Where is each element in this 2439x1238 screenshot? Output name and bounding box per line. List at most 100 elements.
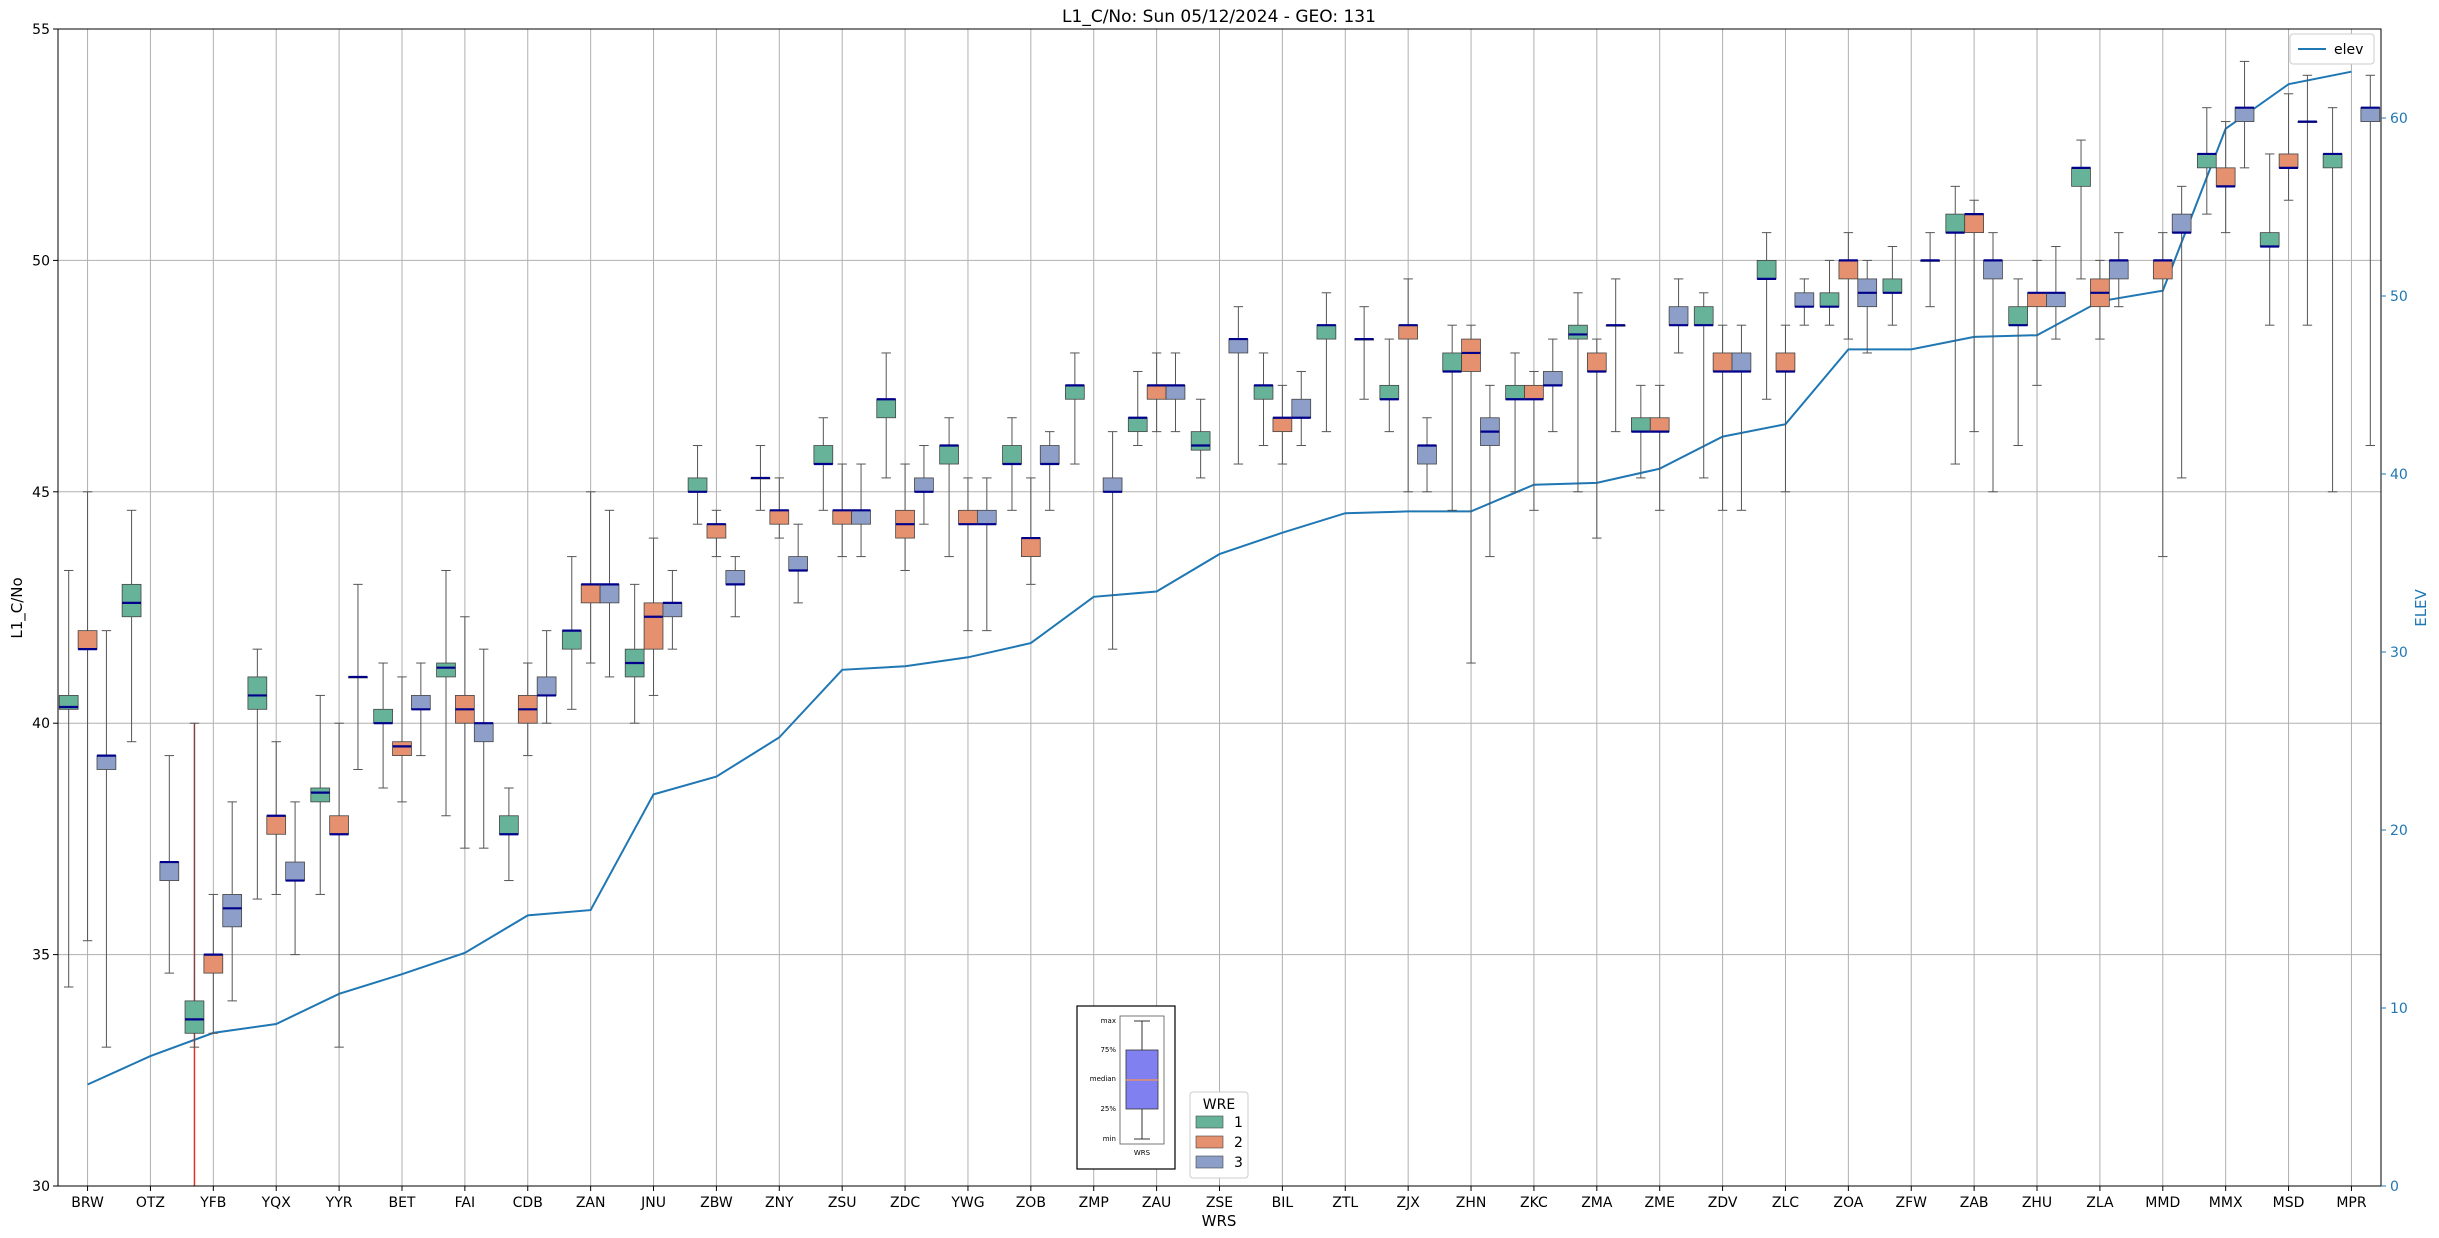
box-wre3 [2360, 74, 2381, 447]
box-wre3 [662, 569, 683, 650]
iqr-box [203, 954, 224, 974]
iqr-box [2046, 292, 2066, 308]
x-tick-label: CDB [513, 1195, 543, 1211]
x-tick-label: ZMA [1581, 1195, 1613, 1211]
elevation-legend-frame [2289, 33, 2375, 65]
box-wre3 [1794, 278, 1815, 326]
box-wre3 [159, 755, 180, 974]
iqr-box [1021, 537, 1041, 557]
iqr-box [832, 509, 853, 525]
box-wre1 [1127, 370, 1148, 447]
iqr-box [1102, 477, 1123, 493]
box-wre1 [1693, 292, 1714, 479]
x-tick-label: ZDV [1708, 1195, 1738, 1211]
x-tick-label: ZHN [1456, 1195, 1487, 1211]
iqr-box [725, 570, 746, 585]
box-wre1 [750, 445, 771, 511]
iqr-box [436, 662, 456, 678]
wre-legend-label: 1 [1234, 1115, 1243, 1131]
box-wre2 [832, 463, 853, 558]
iqr-box [1568, 324, 1588, 340]
box-wre3 [1857, 259, 1878, 354]
wre-legend-swatch [1195, 1155, 1224, 1169]
box-wre2 [1398, 278, 1418, 493]
box-wre3 [1480, 384, 1500, 558]
box-wre2 [1775, 324, 1796, 493]
box-wre1 [2008, 278, 2028, 447]
iqr-box [1461, 338, 1481, 372]
x-tick-label: MSD [2273, 1195, 2305, 1211]
iqr-box [329, 815, 349, 835]
iqr-box [1316, 324, 1337, 340]
x-tick-label: BRW [71, 1195, 104, 1211]
iqr-box [662, 602, 683, 618]
inset-xlabel: WRS [1134, 1149, 1151, 1157]
iqr-box [1945, 213, 1966, 234]
x-tick-label: ZHU [2022, 1195, 2052, 1211]
box-wre1 [1253, 352, 1274, 447]
box-wre1 [499, 787, 519, 882]
box-wre1 [1945, 185, 1966, 465]
iqr-box [1731, 352, 1752, 372]
x-tick-label: YYR [325, 1195, 353, 1211]
box-wre1 [1442, 324, 1463, 511]
box-wre1 [876, 352, 897, 479]
box-wre3 [851, 463, 871, 558]
box-wre3 [1228, 306, 1249, 465]
x-tick-label: ZTL [1332, 1195, 1358, 1211]
x-tick-label: ZAB [1960, 1195, 1989, 1211]
iqr-box [159, 861, 180, 881]
iqr-box [643, 602, 664, 650]
iqr-box [1065, 384, 1085, 400]
x-tick-label: ZDC [890, 1195, 920, 1211]
iqr-box [813, 445, 834, 465]
iqr-box [1838, 259, 1859, 280]
x-tick-label: ZKC [1520, 1195, 1548, 1211]
box-wre3 [1983, 232, 2003, 493]
iqr-box [599, 583, 620, 604]
box-wre1 [436, 569, 456, 817]
legends: elev max 75% median 25% min WRS WRE 1 2 3 [1076, 33, 2375, 1179]
box-wre3 [1731, 324, 1752, 511]
box-wre1 [1631, 384, 1651, 479]
elevation-legend: elev [2289, 33, 2375, 65]
iqr-box [1146, 384, 1167, 400]
iqr-box [2278, 153, 2299, 169]
x-tick-label: BIL [1272, 1195, 1294, 1211]
x-tick-label: ZFW [1895, 1195, 1927, 1211]
box-wre3 [1039, 431, 1060, 511]
box-wre3 [788, 523, 808, 604]
iqr-box [1442, 352, 1463, 372]
box-wre1 [1316, 292, 1337, 433]
wre-legend-swatch [1195, 1115, 1224, 1129]
iqr-box [310, 787, 331, 803]
y-tick-label: 40 [32, 716, 50, 732]
box-wre3 [536, 630, 557, 724]
box-wre2 [1461, 324, 1481, 664]
box-wre1 [373, 662, 393, 789]
iqr-box [1127, 417, 1148, 433]
y2-tick-label: 60 [2390, 111, 2408, 127]
iqr-box [266, 815, 287, 835]
iqr-box [788, 556, 808, 571]
elevation-legend-label: elev [2334, 42, 2363, 58]
box-wre2 [1272, 384, 1293, 465]
x-tick-label: ZAU [1142, 1195, 1171, 1211]
box-wre1 [687, 445, 708, 525]
y2-axis-label: ELEV [2412, 588, 2430, 626]
x-tick-label: ZSE [1206, 1195, 1233, 1211]
box-wre1 [247, 648, 268, 900]
box-wre1 [121, 509, 142, 743]
box-wre3 [2108, 232, 2129, 308]
iqr-box [958, 509, 978, 525]
iqr-box [1398, 324, 1418, 340]
iqr-box [499, 815, 519, 835]
box-wre1 [1190, 398, 1211, 479]
box-wre3 [1102, 431, 1123, 650]
iqr-box [1542, 371, 1563, 386]
inset-label: 25% [1100, 1105, 1116, 1113]
iqr-box [1002, 445, 1022, 465]
box-wre2 [1838, 232, 1859, 340]
iqr-box [2360, 107, 2381, 122]
box-wre2 [1021, 477, 1041, 585]
